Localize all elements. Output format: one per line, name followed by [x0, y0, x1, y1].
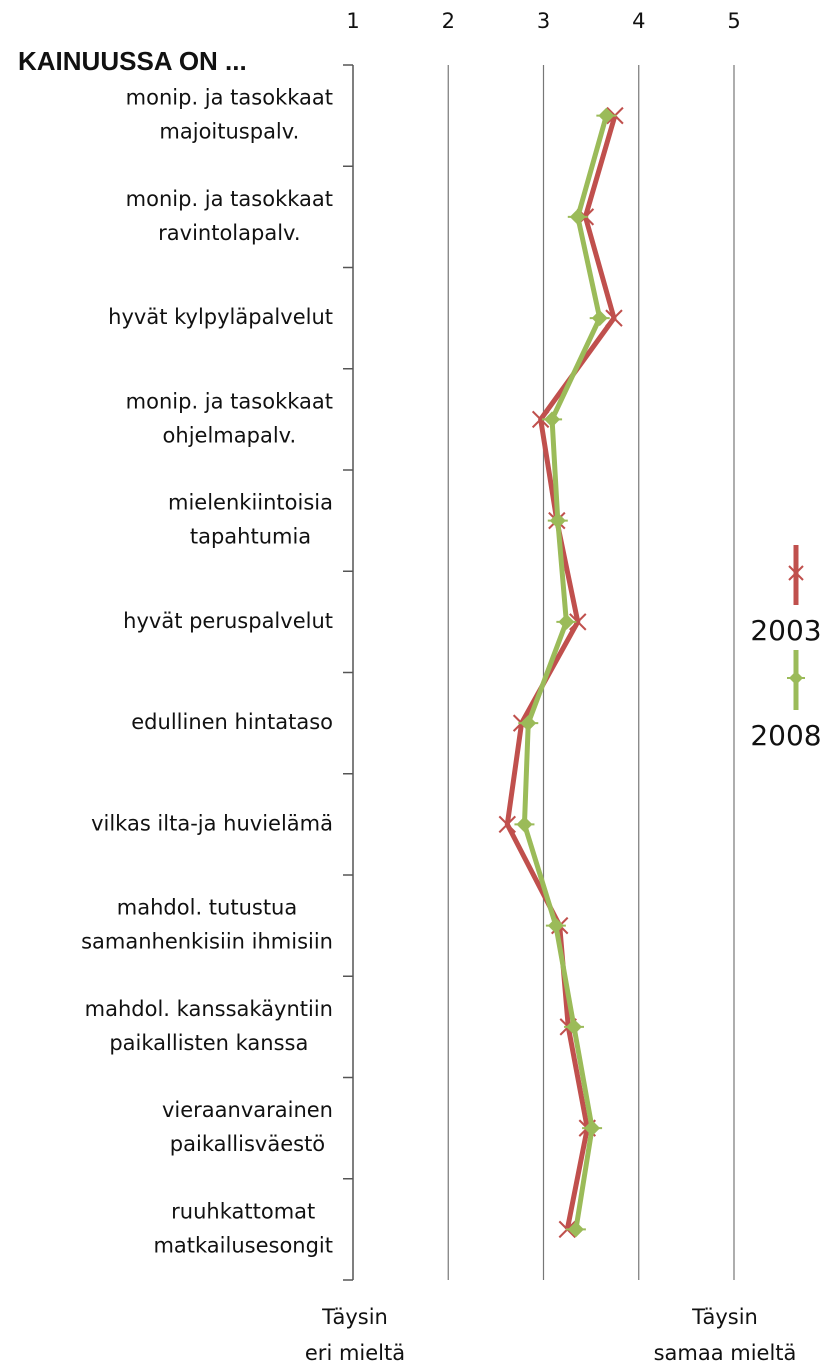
x-tick-label: 5 — [727, 9, 740, 33]
series-line — [521, 114, 609, 1230]
axis-end-label: Täysin — [321, 1305, 388, 1329]
marker — [788, 565, 804, 581]
y-tick-label: ohjelmapalv. — [163, 423, 297, 447]
y-tick-label: hyvät peruspalvelut — [123, 609, 333, 633]
marker — [514, 816, 535, 833]
axis-end-label: eri mieltä — [305, 1341, 405, 1365]
marker — [498, 815, 517, 834]
marker — [518, 715, 539, 732]
x-tick-label: 3 — [537, 9, 550, 33]
y-tick-label: paikallisten kanssa — [109, 1031, 308, 1055]
y-tick-label: mielenkiintoisia — [168, 491, 333, 515]
y-tick-label: mahdol. kanssakäyntiin — [85, 997, 333, 1021]
x-tick-label: 1 — [346, 9, 359, 33]
marker-part — [605, 309, 623, 327]
marker — [567, 208, 588, 225]
axis-end-label: Täysin — [691, 1305, 758, 1329]
y-tick-label: ruuhkattomat — [171, 1199, 315, 1223]
marker — [596, 107, 617, 124]
marker — [542, 411, 563, 428]
y-tick-label: majoituspalv. — [159, 120, 299, 144]
series-line — [504, 114, 618, 1230]
y-tick-label: monip. ja tasokkaat — [126, 86, 333, 110]
y-tick-label: matkailusesongit — [153, 1233, 333, 1257]
y-tick-label: paikallisväestö — [170, 1132, 325, 1156]
marker-part — [498, 815, 517, 834]
y-tick-label: vilkas ilta-ja huvielämä — [91, 811, 333, 835]
y-tick-label: monip. ja tasokkaat — [126, 187, 333, 211]
marker — [589, 310, 610, 327]
y-tick-label: samanhenkisiin ihmisiin — [81, 930, 333, 954]
marker — [565, 1221, 586, 1238]
y-tick-label: vieraanvarainen — [162, 1098, 333, 1122]
marker — [605, 309, 623, 327]
marker-part — [569, 613, 587, 631]
marker — [545, 917, 566, 934]
marker-part — [788, 565, 804, 581]
marker — [787, 671, 805, 685]
marker — [556, 613, 577, 630]
y-tick-label: edullinen hintataso — [131, 710, 333, 734]
marker — [563, 1018, 584, 1035]
chart-title: KAINUUSSA ON ... — [18, 46, 247, 76]
y-tick-label: monip. ja tasokkaat — [126, 389, 333, 413]
x-tick-label: 2 — [442, 9, 455, 33]
marker-part — [531, 410, 550, 429]
y-tick-label: hyvät kylpyläpalvelut — [108, 305, 333, 329]
x-tick-label: 4 — [632, 9, 645, 33]
legend-label: 2003 — [750, 614, 821, 647]
axis-end-label: samaa mieltä — [654, 1341, 797, 1365]
y-tick-label: tapahtumia — [190, 525, 311, 549]
marker — [531, 410, 550, 429]
legend-label: 2008 — [750, 719, 821, 752]
y-tick-label: ravintolapalv. — [158, 221, 300, 245]
marker — [569, 613, 587, 631]
y-tick-label: mahdol. tutustua — [117, 896, 297, 920]
marker — [582, 1120, 603, 1137]
marker — [547, 512, 568, 529]
